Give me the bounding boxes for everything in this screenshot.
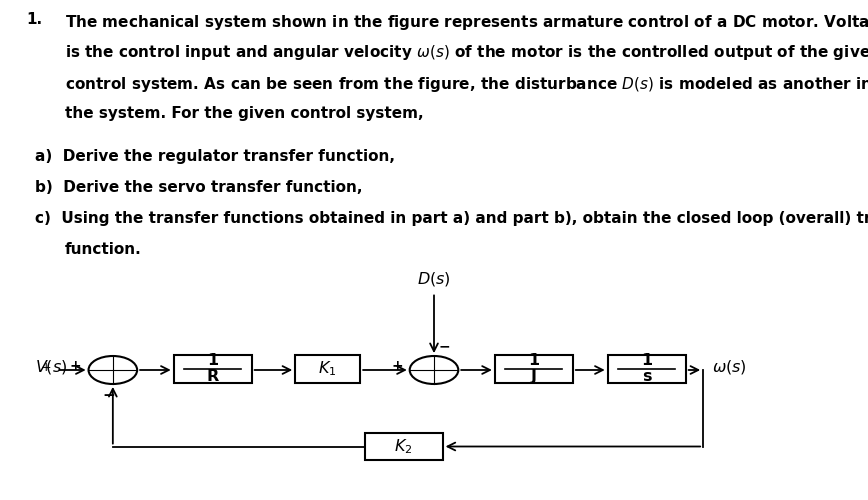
Text: is the control input and angular velocity $\mathit{\omega}(s)$ of the motor is t: is the control input and angular velocit… bbox=[65, 44, 868, 62]
Bar bbox=[608, 355, 686, 382]
Circle shape bbox=[89, 356, 137, 384]
Text: The mechanical system shown in the figure represents armature control of a DC mo: The mechanical system shown in the figur… bbox=[65, 12, 868, 32]
Text: b)  Derive the servo transfer function,: b) Derive the servo transfer function, bbox=[35, 180, 362, 195]
Text: $\mathit{D}(s)$: $\mathit{D}(s)$ bbox=[418, 270, 450, 287]
Text: 1: 1 bbox=[207, 353, 218, 368]
Bar bbox=[295, 355, 360, 382]
Text: $K_2$: $K_2$ bbox=[394, 437, 413, 456]
Text: a)  Derive the regulator transfer function,: a) Derive the regulator transfer functio… bbox=[35, 149, 395, 164]
Text: −: − bbox=[102, 388, 115, 403]
Text: J: J bbox=[531, 369, 536, 384]
Text: c)  Using the transfer functions obtained in part a) and part b), obtain the clo: c) Using the transfer functions obtained… bbox=[35, 211, 868, 226]
Text: +: + bbox=[70, 359, 82, 373]
Text: control system. As can be seen from the figure, the disturbance $\mathit{D}(s)$ : control system. As can be seen from the … bbox=[65, 74, 868, 94]
Text: function.: function. bbox=[65, 242, 141, 257]
Bar bbox=[365, 432, 443, 460]
Text: $K_1$: $K_1$ bbox=[319, 360, 337, 378]
Bar bbox=[495, 355, 573, 382]
Text: 1: 1 bbox=[529, 353, 539, 368]
Text: 1: 1 bbox=[641, 353, 652, 368]
Text: +: + bbox=[41, 361, 51, 374]
Circle shape bbox=[410, 356, 458, 384]
Text: 1.: 1. bbox=[26, 12, 43, 28]
Text: the system. For the given control system,: the system. For the given control system… bbox=[65, 106, 424, 120]
Text: s: s bbox=[642, 369, 651, 384]
Text: −: − bbox=[438, 339, 450, 353]
Text: $\mathit{V}(s)$: $\mathit{V}(s)$ bbox=[35, 358, 67, 376]
Bar bbox=[174, 355, 252, 382]
Text: $\mathit{\omega}(s)$: $\mathit{\omega}(s)$ bbox=[712, 358, 746, 376]
Text: R: R bbox=[207, 369, 219, 384]
Text: +: + bbox=[391, 359, 403, 373]
